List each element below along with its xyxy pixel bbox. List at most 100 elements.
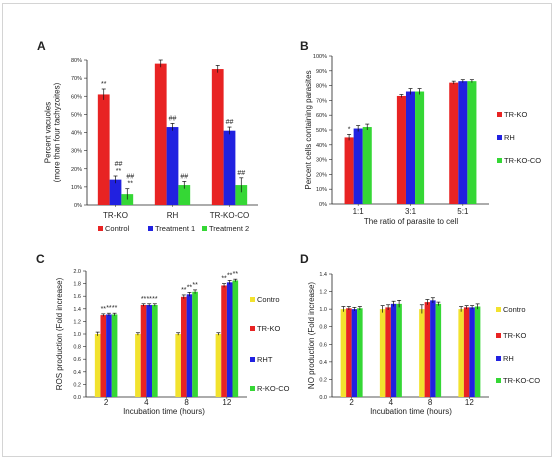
y-tick-label: 30% — [71, 149, 82, 155]
x-tick-label: 12 — [222, 398, 231, 407]
panel-label: D — [300, 252, 309, 266]
y-tick-label: 0% — [319, 202, 327, 208]
bar — [226, 282, 233, 397]
bar — [419, 309, 425, 397]
bar — [430, 300, 436, 397]
y-tick-label: 0.6 — [319, 342, 327, 348]
legend-label: Treatment 2 — [209, 224, 249, 233]
y-tick-label: 90% — [316, 69, 327, 75]
y-tick-label: 1.4 — [319, 272, 327, 278]
significance-label: ## — [169, 115, 177, 122]
y-tick-label: 50% — [71, 112, 82, 118]
legend-label: RH — [503, 354, 514, 363]
y-tick-label: 40% — [316, 143, 327, 149]
significance-label: ## — [180, 173, 188, 180]
bar — [111, 314, 118, 397]
legend-swatch — [202, 226, 207, 231]
panel-a: A 0% 10% 20% 30% 40% 50% 60% 70% 80% Percent vacuo… — [37, 39, 258, 233]
bar — [435, 303, 442, 397]
bar — [340, 309, 347, 397]
bar — [223, 130, 236, 205]
figure-border — [2, 3, 552, 457]
bar — [385, 307, 391, 397]
y-axis-label: ROS production (Fold increase) — [55, 277, 64, 390]
legend: Contro TR-KO RHT R-KO-CO — [250, 295, 290, 393]
bar — [215, 334, 222, 397]
y-tick-label: 20% — [316, 172, 327, 178]
significance-label: ** — [101, 81, 107, 88]
y-tick-label: 80% — [71, 58, 82, 64]
legend-label: Contro — [503, 305, 526, 314]
y-tick-label: 0.6 — [73, 357, 81, 363]
y-axis-label: Percent vacuoles(more than four tachyzoi… — [44, 82, 62, 182]
bar — [449, 82, 459, 204]
y-tick-label: 2.0 — [73, 269, 81, 275]
bar — [474, 306, 481, 397]
significance-label: ** — [101, 306, 107, 313]
bar — [152, 305, 158, 397]
legend: Control Treatment 1 Treatment 2 — [98, 224, 249, 233]
bar — [192, 291, 198, 397]
y-tick-label: 0% — [74, 203, 82, 209]
y-tick-label: 40% — [71, 131, 82, 137]
legend-label: TR-KO-CO — [504, 156, 541, 165]
legend-swatch — [250, 357, 255, 362]
legend-swatch — [497, 112, 502, 117]
bar — [467, 81, 477, 204]
y-tick-label: 50% — [316, 128, 327, 134]
bar — [100, 315, 107, 397]
legend-label: TR-KO — [257, 324, 280, 333]
x-tick-label: 2 — [104, 398, 109, 407]
y-tick-label: 10% — [316, 187, 327, 193]
legend-swatch — [496, 307, 501, 312]
bar — [180, 296, 187, 397]
significance-label: ** — [146, 296, 152, 303]
y-tick-label: 1.0 — [73, 332, 81, 338]
significance-label: ## — [226, 119, 234, 126]
bar — [232, 280, 239, 397]
bar — [221, 285, 227, 397]
significance-label: ** — [233, 271, 239, 278]
bar — [178, 185, 191, 205]
significance-label: ** — [221, 276, 227, 283]
significance-label: * — [348, 126, 351, 133]
significance-label: ** — [192, 282, 198, 289]
y-tick-label: 70% — [316, 98, 327, 104]
legend-label: RHT — [257, 355, 273, 364]
panel-b: B 0% 10% 20% 30% 40% 50% 60% 70% 80% 90% 100% Percen… — [300, 39, 541, 226]
x-tick-label: TR-KO — [103, 211, 128, 220]
legend-label: R-KO-CO — [257, 384, 290, 393]
y-tick-label: 0.2 — [73, 382, 81, 388]
bar — [235, 185, 248, 205]
x-axis-label: Incubation time (hours) — [123, 407, 205, 416]
bar — [135, 334, 141, 397]
significance-label: ## ** — [126, 174, 134, 188]
x-tick-label: 2 — [349, 398, 354, 407]
bar — [106, 314, 112, 397]
legend-swatch — [148, 226, 153, 231]
y-tick-label: 0.8 — [319, 325, 327, 331]
y-tick-label: 0.0 — [73, 395, 81, 401]
y-tick-label: 1.6 — [73, 294, 81, 300]
legend-label: Treatment 1 — [155, 224, 195, 233]
legend: TR-KO RH TR-KO-CO — [497, 110, 541, 165]
y-tick-label: 1.4 — [73, 307, 81, 313]
bar — [357, 308, 363, 397]
x-tick-label: 8 — [184, 398, 189, 407]
bar — [344, 137, 354, 204]
bar — [346, 308, 352, 397]
legend-swatch — [497, 158, 502, 163]
bar — [405, 91, 416, 204]
legend-swatch — [250, 326, 255, 331]
y-tick-label: 60% — [71, 94, 82, 100]
significance-label: ## ** — [115, 161, 123, 175]
bar — [362, 127, 372, 204]
y-tick-label: 1.8 — [73, 282, 81, 288]
bar — [463, 307, 470, 397]
y-axis-label: NO production (Fold increase) — [307, 282, 316, 389]
y-tick-label: 60% — [316, 113, 327, 119]
legend-swatch — [496, 356, 501, 361]
panel-label: C — [36, 252, 45, 266]
